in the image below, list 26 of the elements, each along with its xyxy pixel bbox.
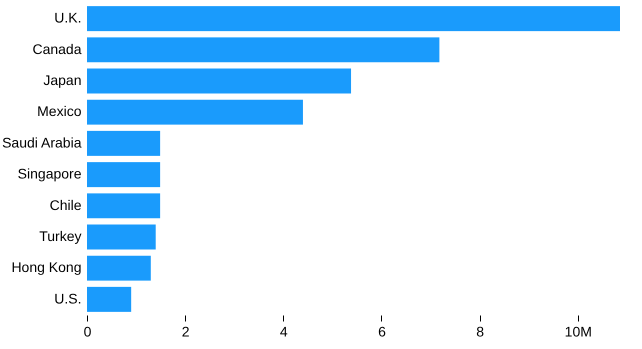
y-tick-label: Singapore bbox=[18, 166, 82, 182]
bar bbox=[87, 100, 303, 125]
x-tick-label: 0 bbox=[84, 324, 92, 340]
x-tick-label: 4 bbox=[280, 324, 288, 340]
x-tick-label: 6 bbox=[378, 324, 386, 340]
y-tick-label: Japan bbox=[43, 72, 82, 88]
y-tick-label: Chile bbox=[50, 196, 82, 213]
bar bbox=[87, 37, 440, 62]
x-tick-label: 8 bbox=[476, 324, 484, 340]
bar bbox=[87, 224, 156, 250]
y-tick-label: Canada bbox=[32, 40, 82, 57]
bar bbox=[87, 193, 160, 218]
y-tick-label: Turkey bbox=[39, 228, 82, 244]
y-tick-label: Mexico bbox=[37, 103, 82, 120]
y-tick-label: Saudi Arabia bbox=[2, 134, 82, 150]
bar bbox=[87, 162, 160, 188]
bar bbox=[87, 130, 160, 156]
y-tick-label: U.K. bbox=[54, 10, 82, 26]
bar bbox=[87, 256, 151, 281]
y-tick-label: U.S. bbox=[54, 290, 82, 306]
bar bbox=[87, 286, 132, 312]
bar bbox=[87, 6, 620, 32]
x-tick-label: 2 bbox=[182, 324, 190, 340]
bar bbox=[87, 68, 352, 94]
y-tick-label: Hong Kong bbox=[11, 259, 82, 276]
x-tick-label: 10M bbox=[564, 324, 592, 340]
